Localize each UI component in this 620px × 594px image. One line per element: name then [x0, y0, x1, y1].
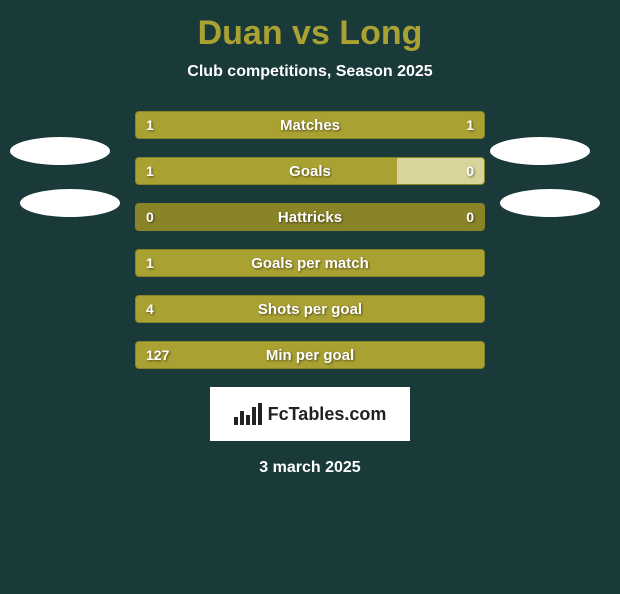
logo-box: FcTables.com [210, 387, 410, 441]
stat-label: Goals per match [136, 250, 484, 276]
side-ellipse-2 [490, 137, 590, 165]
subtitle: Club competitions, Season 2025 [0, 63, 620, 81]
stat-label: Hattricks [136, 204, 484, 230]
page-title: Duan vs Long [0, 14, 620, 53]
date-text: 3 march 2025 [0, 459, 620, 477]
stat-row: 127Min per goal [135, 341, 485, 369]
side-ellipse-3 [500, 189, 600, 217]
stat-row: 11Matches [135, 111, 485, 139]
stat-row: 00Hattricks [135, 203, 485, 231]
stat-label: Min per goal [136, 342, 484, 368]
chart-icon [234, 403, 262, 425]
side-ellipse-0 [10, 137, 110, 165]
side-ellipse-1 [20, 189, 120, 217]
stat-row: 1Goals per match [135, 249, 485, 277]
stat-label: Matches [136, 112, 484, 138]
logo-text: FcTables.com [268, 404, 387, 425]
stat-label: Shots per goal [136, 296, 484, 322]
stat-row: 4Shots per goal [135, 295, 485, 323]
stat-label: Goals [136, 158, 484, 184]
stat-row: 10Goals [135, 157, 485, 185]
stats-container: 11Matches 10Goals 00Hattricks 1Goals per ma… [135, 111, 485, 369]
